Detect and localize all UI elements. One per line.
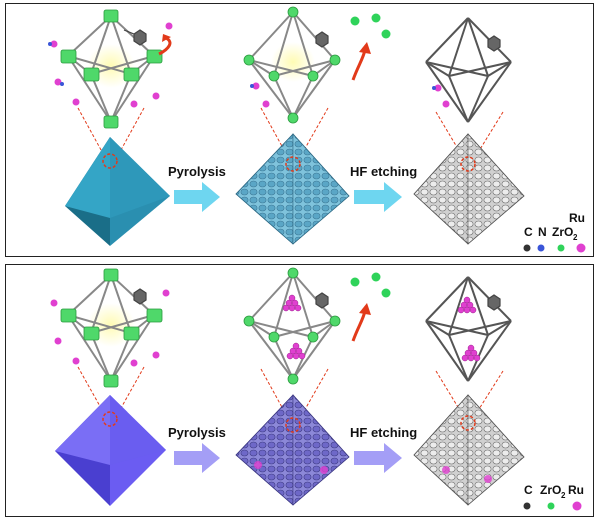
svg-text:Ru: Ru: [569, 211, 585, 225]
octahedron-precursor-top: [65, 137, 170, 246]
legend-bottom: C ZrO 2 Ru: [523, 483, 584, 511]
legend-top: C N ZrO 2 Ru: [523, 211, 586, 253]
pyrolysis-arrow-top: Pyrolysis: [168, 164, 226, 212]
panel-bottom-svg: Pyrolysis: [50, 267, 584, 511]
carbonized-cluster-bottom: [243, 267, 391, 385]
etched-cluster-bottom: [425, 276, 512, 382]
hf-etching-arrow-top: HF etching: [350, 164, 417, 212]
etched-cluster-top: [425, 17, 512, 123]
svg-text:Ru: Ru: [568, 483, 584, 497]
pyrolysis-arrow-bottom: Pyrolysis: [168, 425, 226, 473]
mof-cluster-top: [48, 9, 173, 129]
svg-text:C: C: [524, 483, 533, 497]
carbonized-cluster-top: [243, 6, 391, 124]
mof-cluster-bottom: [50, 268, 170, 388]
octahedron-carbonized-bottom: [235, 394, 350, 506]
octahedron-precursor-bottom: [55, 395, 166, 506]
hf-etching-label-bottom: HF etching: [350, 425, 417, 440]
octahedron-etched-bottom: [413, 394, 525, 506]
svg-text:ZrO: ZrO: [552, 225, 573, 239]
svg-text:2: 2: [561, 491, 566, 500]
panel-bottom: Pyrolysis: [5, 264, 594, 517]
svg-text:ZrO: ZrO: [540, 483, 561, 497]
hf-etching-arrow-bottom: HF etching: [350, 425, 417, 473]
hf-etching-label-top: HF etching: [350, 164, 417, 179]
panel-top-svg: Pyrolysis: [48, 6, 586, 253]
svg-text:2: 2: [573, 233, 578, 242]
pyrolysis-label-top: Pyrolysis: [168, 164, 226, 179]
octahedron-etched-top: [413, 133, 525, 245]
octahedron-carbonized-top: [235, 133, 350, 245]
panel-top: Pyrolysis: [5, 3, 594, 257]
svg-text:N: N: [538, 225, 547, 239]
svg-text:C: C: [524, 225, 533, 239]
pyrolysis-label-bottom: Pyrolysis: [168, 425, 226, 440]
